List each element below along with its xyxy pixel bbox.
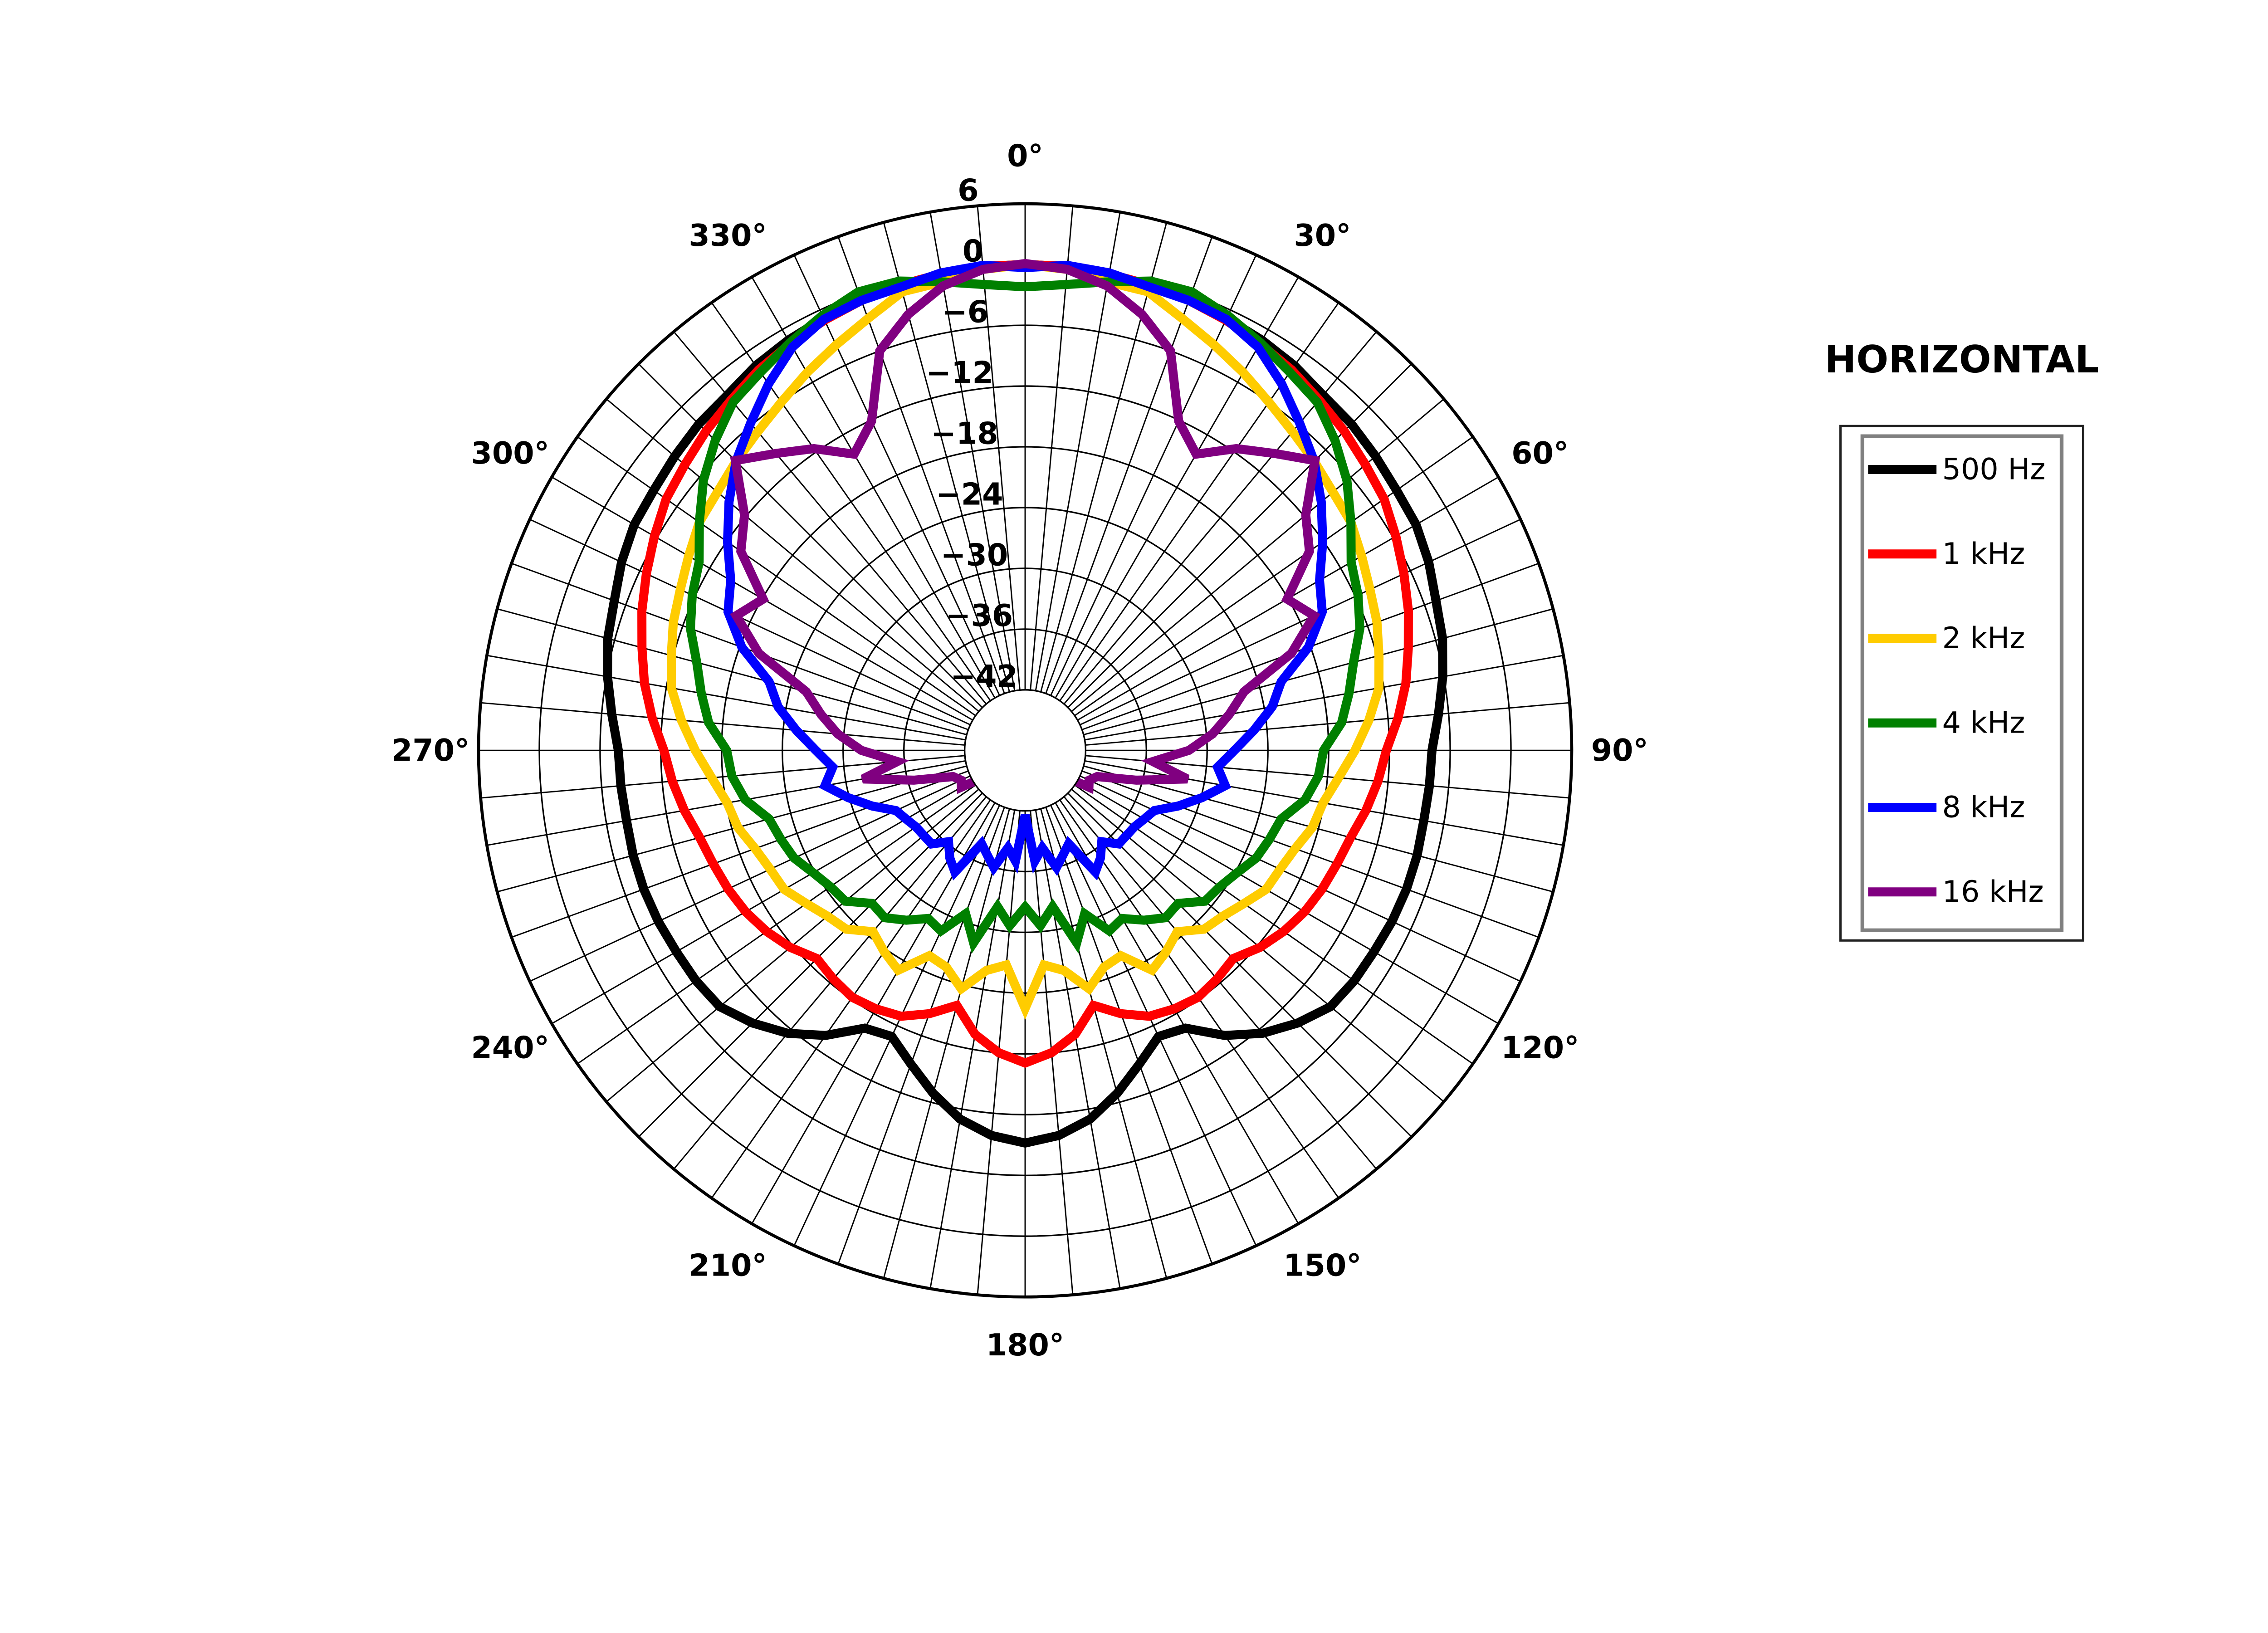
legend-title: HORIZONTAL bbox=[1825, 337, 2099, 381]
radial-gridline bbox=[903, 628, 1147, 873]
legend-label: 8 kHz bbox=[1942, 791, 2025, 825]
angle-tick-label: 0° bbox=[1007, 138, 1043, 173]
radial-tick-label: −18 bbox=[931, 416, 998, 451]
radial-tick-label: 6 bbox=[958, 173, 978, 208]
legend-label: 500 Hz bbox=[1942, 453, 2046, 487]
legend-item: 500 Hz bbox=[1868, 453, 2045, 487]
legend-label: 4 kHz bbox=[1942, 706, 2025, 740]
center-hole bbox=[964, 689, 1086, 812]
legend-label: 1 kHz bbox=[1942, 537, 2025, 571]
radial-tick-label: −24 bbox=[936, 476, 1003, 512]
legend-frame-outer bbox=[1839, 425, 2084, 942]
radial-tick-label: −6 bbox=[942, 294, 988, 329]
legend: HORIZONTAL 500 Hz 1 kHz 2 kHz 4 kHz 8 kHz 16 … bbox=[1825, 337, 2099, 942]
angle-tick-label: 300° bbox=[471, 435, 549, 471]
polar-chart: 6 0 −6 −12 −18 −24 −30 −36 −42 0° 30° 60° 90° 120° 15… bbox=[391, 138, 2099, 1361]
angle-tick-label: 30° bbox=[1294, 218, 1351, 253]
angle-tick-label: 150° bbox=[1283, 1247, 1361, 1283]
radial-tick-label: 0 bbox=[963, 233, 983, 269]
angle-tick-label: 270° bbox=[391, 733, 469, 768]
legend-item: 16 kHz bbox=[1868, 875, 2044, 909]
radial-tick-label: −36 bbox=[945, 598, 1013, 633]
legend-label: 16 kHz bbox=[1942, 875, 2044, 909]
legend-item: 8 kHz bbox=[1868, 791, 2025, 825]
radial-tick-labels: 6 0 −6 −12 −18 −24 −30 −36 −42 bbox=[926, 173, 1018, 694]
angle-tick-label: 90° bbox=[1591, 733, 1648, 768]
radial-tick-label: −30 bbox=[941, 537, 1008, 572]
legend-items: 500 Hz 1 kHz 2 kHz 4 kHz 8 kHz 16 kHz bbox=[1868, 453, 2045, 909]
legend-item: 1 kHz bbox=[1868, 537, 2025, 571]
radial-gridline bbox=[782, 507, 1269, 994]
radial-tick-label: −42 bbox=[950, 659, 1018, 694]
legend-item: 2 kHz bbox=[1868, 621, 2025, 655]
radial-tick-label: −12 bbox=[926, 355, 993, 390]
angle-tick-labels: 0° 30° 60° 90° 120° 150° 180° 210° 240° 270° 300° 3… bbox=[391, 138, 1648, 1361]
series-line-2-khz bbox=[666, 260, 1384, 1020]
legend-frame-inner bbox=[1860, 434, 2064, 932]
series-lines bbox=[603, 259, 1447, 1148]
angle-tick-label: 210° bbox=[689, 1247, 767, 1283]
series-line-8-khz bbox=[723, 260, 1328, 881]
series-line-4-khz bbox=[686, 276, 1364, 954]
legend-item: 4 kHz bbox=[1868, 706, 2025, 740]
angle-tick-label: 330° bbox=[689, 218, 767, 253]
angle-tick-label: 60° bbox=[1511, 435, 1569, 471]
angle-tick-label: 120° bbox=[1501, 1030, 1579, 1066]
series-line-1-khz bbox=[637, 260, 1413, 1068]
series-line-500-hz bbox=[603, 260, 1447, 1148]
outer-frame bbox=[477, 202, 1574, 1299]
radial-gridline bbox=[599, 324, 1451, 1176]
legend-label: 2 kHz bbox=[1942, 621, 2025, 655]
angle-tick-label: 240° bbox=[471, 1030, 549, 1066]
radial-gridline bbox=[842, 567, 1208, 934]
angle-tick-label: 180° bbox=[986, 1327, 1064, 1361]
